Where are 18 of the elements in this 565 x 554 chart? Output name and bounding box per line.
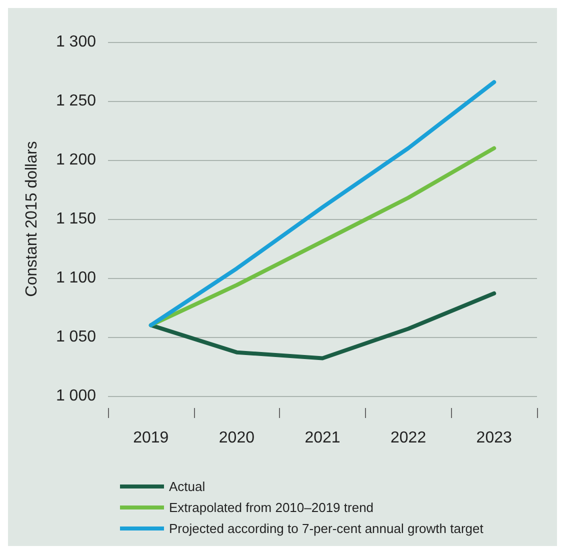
x-tick-label: 2023 [476, 430, 512, 446]
line-series [148, 291, 496, 360]
legend-label: Actual [169, 479, 206, 494]
y-axis-title: Constant 2015 dollars [24, 141, 40, 297]
line-series [148, 80, 496, 328]
y-tick-label: 1 300 [56, 34, 96, 50]
x-tick-label: 2021 [304, 430, 340, 446]
legend-label: Extrapolated from 2010–2019 trend [169, 500, 374, 515]
x-tick-label: 2019 [133, 430, 169, 446]
x-tick-label: 2022 [390, 430, 426, 446]
y-tick-label: 1 150 [56, 210, 96, 228]
y-tick-label: 1 000 [56, 388, 96, 404]
y-tick-label: 1 100 [56, 270, 96, 286]
y-tick-label: 1 050 [56, 328, 96, 346]
y-tick-label: 1 200 [56, 152, 96, 168]
legend-label: Projected according to 7-per-cent annual growth target [169, 521, 484, 536]
x-tick-label: 2020 [218, 430, 255, 446]
y-tick-label: 1 250 [56, 92, 96, 110]
